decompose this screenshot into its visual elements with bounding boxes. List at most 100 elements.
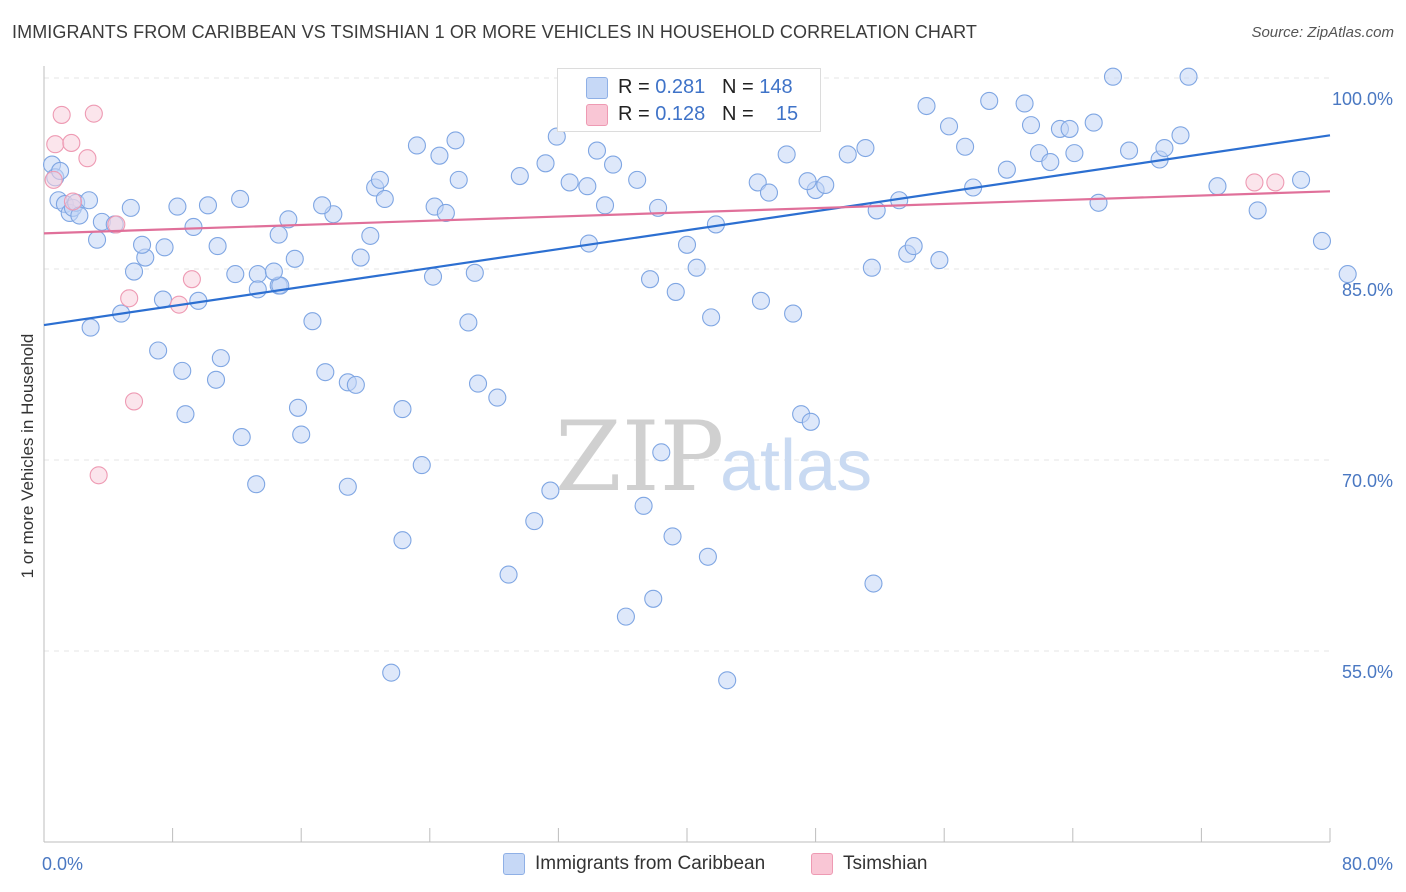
point-caribbean xyxy=(777,145,796,164)
point-caribbean xyxy=(149,341,168,360)
point-caribbean xyxy=(465,263,484,282)
point-tsimshian xyxy=(89,466,108,485)
chart-title: IMMIGRANTS FROM CARIBBEAN VS TSIMSHIAN 1… xyxy=(12,22,977,42)
point-caribbean xyxy=(292,425,311,444)
point-caribbean xyxy=(430,146,449,165)
point-caribbean xyxy=(499,565,518,584)
point-caribbean xyxy=(652,443,671,462)
point-caribbean xyxy=(206,370,226,389)
point-caribbean xyxy=(698,547,717,566)
point-caribbean xyxy=(525,512,544,531)
point-caribbean xyxy=(801,412,820,431)
point-caribbean xyxy=(1089,193,1108,212)
point-caribbean xyxy=(382,663,401,682)
bottom-legend-swatch-tsimshian xyxy=(811,853,833,875)
trend-line-caribbean xyxy=(43,134,1331,327)
point-caribbean xyxy=(351,248,370,267)
legend-n-label: N = xyxy=(721,102,754,125)
point-caribbean xyxy=(867,201,886,220)
point-caribbean xyxy=(155,238,174,257)
trend-lines xyxy=(43,134,1331,327)
legend-swatch-tsimshian xyxy=(586,104,608,126)
point-caribbean xyxy=(198,196,218,215)
legend-r-value: 0.128 xyxy=(655,102,706,125)
point-tsimshian xyxy=(52,105,71,124)
point-caribbean xyxy=(346,375,365,394)
bottom-legend-label-caribbean: Immigrants from Caribbean xyxy=(535,853,766,874)
point-caribbean xyxy=(560,173,579,192)
legend-row-caribbean: R = 0.281 N = 148 xyxy=(618,75,793,99)
legend-swatch-caribbean xyxy=(586,77,608,99)
point-tsimshian xyxy=(46,135,65,154)
point-caribbean xyxy=(285,249,304,268)
point-caribbean xyxy=(616,607,635,626)
point-caribbean xyxy=(862,258,881,277)
y-tick-label: 100.0% xyxy=(1332,89,1393,109)
point-caribbean xyxy=(446,131,465,150)
point-caribbean xyxy=(338,477,357,496)
point-caribbean xyxy=(956,137,975,156)
legend-r-label: R = xyxy=(618,75,650,98)
point-caribbean xyxy=(634,496,653,515)
point-caribbean xyxy=(288,398,308,417)
y-tick-label: 55.0% xyxy=(1342,662,1393,682)
point-caribbean xyxy=(79,191,99,210)
point-caribbean xyxy=(838,145,857,164)
point-caribbean xyxy=(375,189,394,209)
point-caribbean xyxy=(370,170,390,189)
correlation-legend: R = 0.281 N = 148 R = 0.128 N = 15 xyxy=(557,68,821,132)
point-caribbean xyxy=(449,170,468,189)
point-tsimshian xyxy=(120,289,139,308)
legend-n-value: 15 xyxy=(775,102,799,125)
point-caribbean xyxy=(313,196,332,215)
point-caribbean xyxy=(361,226,380,245)
point-caribbean xyxy=(211,349,230,368)
point-caribbean xyxy=(784,304,803,323)
point-caribbean xyxy=(541,481,560,500)
point-caribbean xyxy=(248,265,267,284)
point-tsimshian xyxy=(1245,173,1264,192)
point-caribbean xyxy=(536,154,555,173)
point-caribbean xyxy=(644,589,663,608)
legend-n-label: N = xyxy=(721,75,754,98)
point-caribbean xyxy=(423,267,443,286)
point-caribbean xyxy=(904,237,923,256)
point-caribbean xyxy=(547,127,566,146)
point-caribbean xyxy=(864,574,883,593)
bottom-legend-tsimshian: Tsimshian xyxy=(811,852,927,876)
point-tsimshian xyxy=(182,270,201,289)
point-caribbean xyxy=(1292,170,1311,189)
point-caribbean xyxy=(628,170,647,189)
point-caribbean xyxy=(1208,177,1227,196)
point-caribbean xyxy=(930,251,949,270)
point-caribbean xyxy=(412,456,431,475)
point-caribbean xyxy=(303,312,322,331)
point-caribbean xyxy=(393,531,412,550)
point-caribbean xyxy=(173,361,192,380)
point-caribbean xyxy=(269,225,288,244)
point-caribbean xyxy=(459,313,478,332)
legend-row-tsimshian: R = 0.128 N = 15 xyxy=(618,102,798,126)
point-caribbean xyxy=(980,91,999,110)
point-caribbean xyxy=(488,388,507,407)
point-caribbean xyxy=(468,374,488,393)
point-tsimshian xyxy=(1266,173,1285,192)
point-caribbean xyxy=(316,363,335,382)
point-caribbean xyxy=(663,527,682,546)
point-tsimshian xyxy=(63,192,82,211)
point-caribbean xyxy=(124,262,144,281)
point-caribbean xyxy=(1179,67,1198,86)
bottom-legend-label-tsimshian: Tsimshian xyxy=(843,853,928,874)
point-caribbean xyxy=(997,160,1016,179)
point-caribbean xyxy=(436,203,455,223)
point-caribbean xyxy=(168,197,187,216)
point-caribbean xyxy=(917,96,936,116)
point-caribbean xyxy=(1021,116,1041,135)
point-caribbean xyxy=(264,262,283,281)
point-caribbean xyxy=(1155,138,1174,158)
point-caribbean xyxy=(232,428,251,447)
point-caribbean xyxy=(578,177,597,196)
point-tsimshian xyxy=(44,170,63,189)
axes xyxy=(43,66,1331,843)
